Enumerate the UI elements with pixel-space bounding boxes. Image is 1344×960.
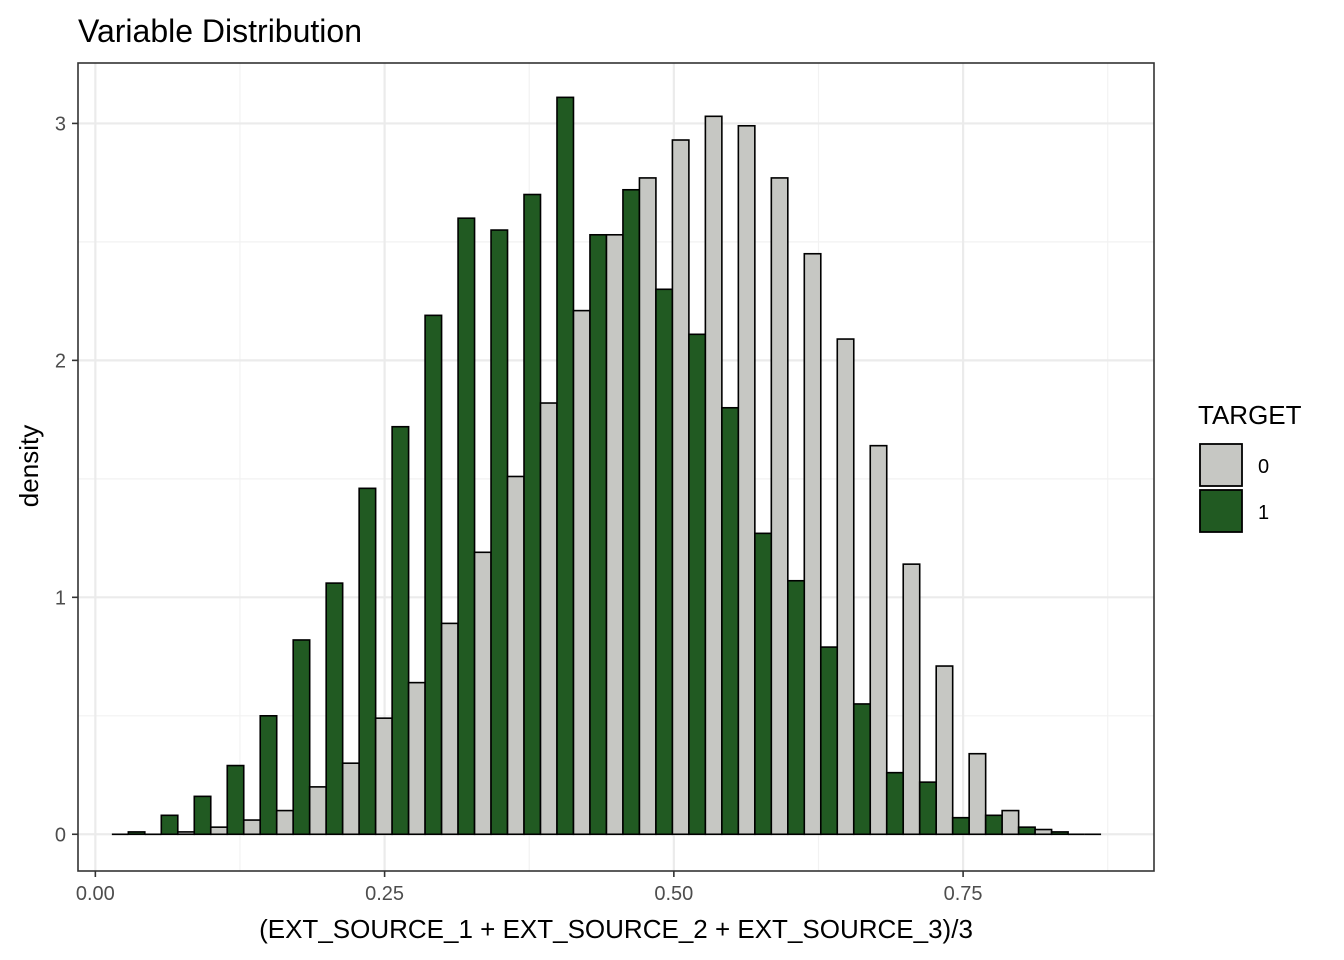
bar-target-0 — [209, 826, 229, 836]
bar-target-1 — [918, 781, 937, 836]
bar-target-0 — [572, 309, 591, 836]
legend-key-0 — [1199, 443, 1243, 487]
bar-target-1 — [655, 288, 674, 836]
bar-target-0 — [407, 681, 426, 836]
legend-title: TARGET — [1198, 400, 1302, 430]
legend-label-0: 0 — [1258, 456, 1269, 478]
bar-target-1 — [622, 188, 641, 836]
bar-target-0 — [176, 831, 196, 836]
bar-target-0 — [242, 819, 262, 836]
x-tick-label: 0.50 — [654, 883, 693, 905]
bar-target-1 — [457, 217, 476, 836]
bar-target-0 — [506, 475, 525, 836]
bar-target-1 — [127, 831, 146, 836]
bar-target-0 — [440, 622, 459, 836]
y-axis: 0 1 2 3 — [55, 113, 78, 846]
bar-target-0 — [902, 563, 921, 836]
bar-target-0 — [704, 115, 723, 836]
bar-target-1 — [589, 233, 608, 836]
bar-target-1 — [556, 96, 575, 836]
bar-target-1 — [358, 487, 377, 836]
bar-target-0 — [275, 809, 294, 836]
bar-target-1 — [1017, 826, 1036, 836]
bar-target-1 — [688, 333, 707, 836]
y-tick-label: 0 — [55, 824, 66, 846]
x-axis: 0.00 0.25 0.50 0.75 — [76, 871, 983, 905]
y-tick-label: 2 — [55, 350, 66, 372]
bar-target-0 — [803, 252, 822, 836]
bar-target-0 — [836, 338, 855, 836]
legend-key-1 — [1199, 489, 1243, 533]
bar-target-0 — [968, 752, 987, 836]
bar-target-0 — [770, 177, 789, 836]
bar-target-0 — [737, 124, 756, 836]
bar-target-1 — [984, 814, 1003, 836]
bar-target-0 — [671, 139, 690, 836]
bar-target-0 — [638, 177, 657, 836]
bar-target-1 — [523, 193, 542, 836]
bar-target-0 — [935, 665, 954, 836]
bar-target-1 — [226, 764, 245, 836]
y-tick-label: 3 — [55, 113, 66, 135]
bar-target-0 — [539, 402, 558, 836]
bar-target-1 — [259, 714, 278, 836]
bar-target-0 — [1034, 828, 1053, 836]
bar-target-1 — [885, 771, 905, 836]
legend-label-1: 1 — [1258, 502, 1269, 524]
bar-target-1 — [391, 425, 410, 836]
x-tick-label: 0.25 — [365, 883, 404, 905]
chart-title: Variable Distribution — [78, 13, 362, 49]
x-tick-label: 0.00 — [76, 883, 115, 905]
bar-target-1 — [819, 646, 839, 836]
y-tick-label: 1 — [55, 587, 66, 609]
bar-target-0 — [473, 551, 492, 836]
bar-target-1 — [490, 229, 509, 836]
panel-border — [77, 62, 1155, 872]
y-axis-label: density — [14, 425, 44, 507]
bar-target-1 — [951, 816, 970, 836]
bar-target-1 — [193, 795, 212, 836]
bar-target-0 — [374, 717, 393, 836]
bar-target-1 — [852, 703, 872, 836]
bar-target-1 — [787, 579, 806, 836]
bar-target-0 — [308, 786, 327, 836]
bar-target-1 — [292, 639, 311, 836]
bar-target-1 — [721, 406, 740, 836]
bar-target-1 — [754, 532, 773, 836]
bar-target-0 — [1001, 809, 1020, 836]
x-tick-label: 0.75 — [944, 883, 983, 905]
bar-target-1 — [1050, 831, 1069, 836]
bar-target-0 — [605, 233, 624, 836]
x-axis-label: (EXT_SOURCE_1 + EXT_SOURCE_2 + EXT_SOURC… — [259, 914, 973, 944]
bar-target-0 — [341, 762, 360, 836]
bar-target-1 — [160, 814, 179, 836]
bar-target-1 — [325, 582, 344, 836]
bars — [111, 96, 1102, 836]
legend: TARGET 0 1 — [1198, 400, 1302, 533]
bar-target-1 — [424, 314, 443, 836]
bar-target-0 — [869, 444, 888, 836]
